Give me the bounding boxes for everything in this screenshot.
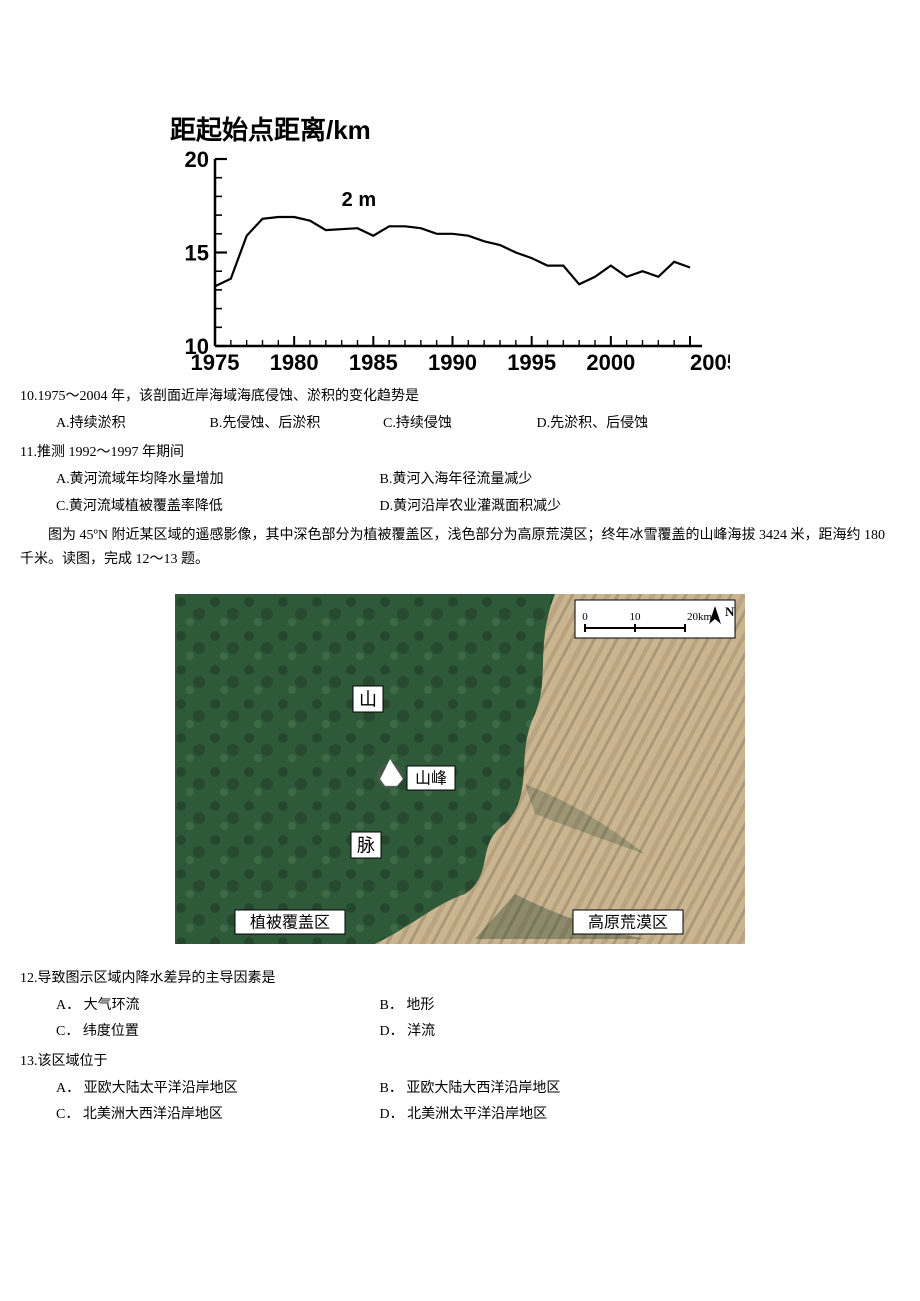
q13-opt-a[interactable]: A． 亚欧大陆太平洋沿岸地区 [56, 1076, 376, 1103]
q12-opt-c[interactable]: C． 纬度位置 [56, 1019, 376, 1046]
svg-text:10: 10 [630, 611, 642, 623]
q12-options: A． 大气环流 B． 地形 C． 纬度位置 D． 洋流 [56, 993, 900, 1046]
q13-opt-b[interactable]: B． 亚欧大陆大西洋沿岸地区 [380, 1076, 700, 1103]
q10-options: A.持续淤积 B.先侵蚀、后淤积 C.持续侵蚀 D.先淤积、后侵蚀 [56, 411, 900, 438]
q10-text: 10.1975～2004 年，该剖面近岸海域海底侵蚀、淤积的变化趋势是 [20, 385, 900, 409]
distance-chart: 距起始点距离/km 101520197519801985199019952000… [170, 110, 730, 381]
q11-opt-b[interactable]: B.黄河入海年径流量减少 [380, 467, 700, 494]
chart-title: 距起始点距离/km [170, 110, 730, 147]
svg-text:山峰: 山峰 [415, 770, 447, 788]
q12-opt-a[interactable]: A． 大气环流 [56, 993, 376, 1020]
svg-text:20: 20 [185, 151, 209, 172]
passage-2: 图为 45ºN 附近某区域的遥感影像，其中深色部分为植被覆盖区，浅色部分为高原荒… [20, 524, 900, 572]
svg-text:2000: 2000 [586, 350, 635, 375]
q12-opt-d[interactable]: D． 洋流 [380, 1019, 700, 1046]
satellite-figure: 0 10 20km N 山山峰脉植被覆盖区 高原荒漠区 [20, 594, 900, 949]
svg-text:山: 山 [359, 689, 377, 709]
svg-text:0: 0 [582, 611, 588, 623]
svg-text:1995: 1995 [507, 350, 556, 375]
svg-text:2005年: 2005年 [690, 350, 730, 375]
svg-text:1985: 1985 [349, 350, 398, 375]
q10-opt-b[interactable]: B.先侵蚀、后淤积 [210, 411, 380, 438]
svg-text:N: N [725, 604, 735, 619]
svg-text:1990: 1990 [428, 350, 477, 375]
q13-opt-c[interactable]: C． 北美洲大西洋沿岸地区 [56, 1102, 376, 1129]
q13-text: 13.该区域位于 [20, 1050, 900, 1074]
line-chart-svg: 1015201975198019851990199520002005年2 m [170, 151, 730, 381]
svg-text:1980: 1980 [270, 350, 319, 375]
q10-opt-d[interactable]: D.先淤积、后侵蚀 [537, 411, 707, 438]
q11-opt-d[interactable]: D.黄河沿岸农业灌溉面积减少 [380, 494, 700, 521]
svg-text:20km: 20km [687, 611, 713, 623]
svg-text:15: 15 [185, 241, 209, 266]
q12-opt-b[interactable]: B． 地形 [380, 993, 700, 1020]
q10-opt-c[interactable]: C.持续侵蚀 [383, 411, 533, 438]
svg-text:高原荒漠区: 高原荒漠区 [588, 914, 668, 932]
q11-options: A.黄河流域年均降水量增加 B.黄河入海年径流量减少 C.黄河流域植被覆盖率降低… [56, 467, 900, 520]
q13-opt-d[interactable]: D． 北美洲太平洋沿岸地区 [380, 1102, 700, 1129]
svg-text:植被覆盖区: 植被覆盖区 [250, 914, 330, 932]
svg-text:1975: 1975 [191, 350, 240, 375]
satellite-svg: 0 10 20km N 山山峰脉植被覆盖区 高原荒漠区 [175, 594, 745, 944]
q13-options: A． 亚欧大陆太平洋沿岸地区 B． 亚欧大陆大西洋沿岸地区 C． 北美洲大西洋沿… [56, 1076, 900, 1129]
svg-text:脉: 脉 [357, 835, 375, 855]
q11-opt-a[interactable]: A.黄河流域年均降水量增加 [56, 467, 376, 494]
q10-opt-a[interactable]: A.持续淤积 [56, 411, 206, 438]
q12-text: 12.导致图示区域内降水差异的主导因素是 [20, 967, 900, 991]
q11-text: 11.推测 1992～1997 年期间 [20, 441, 900, 465]
svg-text:2 m: 2 m [342, 189, 376, 211]
q11-opt-c[interactable]: C.黄河流域植被覆盖率降低 [56, 494, 376, 521]
